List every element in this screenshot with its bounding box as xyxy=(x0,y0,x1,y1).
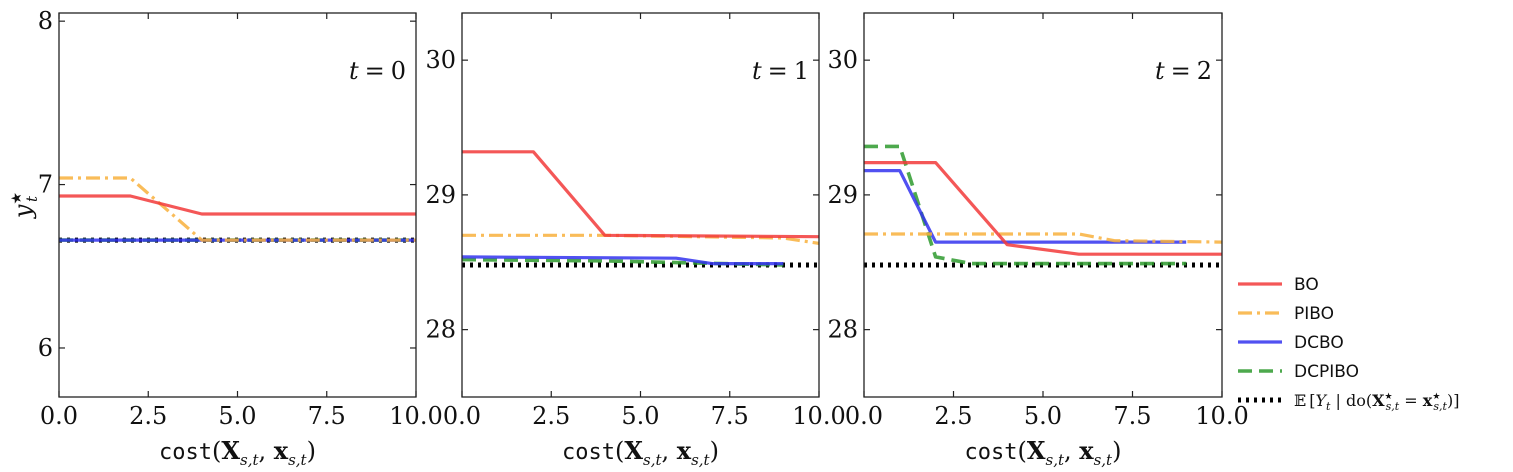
x-axis-label: cost(Xs,t, xs,t) xyxy=(965,436,1122,469)
legend-label: PIBO xyxy=(1294,304,1334,324)
series-line-pibo xyxy=(864,232,1222,244)
legend-entry: 𝔼 [Yt | do(X★ s,t = x★ s,t)] xyxy=(1238,391,1459,413)
y-tick-label: 6 xyxy=(38,334,53,362)
x-tick-label: 5.0 xyxy=(1024,402,1062,430)
chart-panel-0: 0.0 2.5 5.0 7.5 10.0 6 7 8 t = 0 cost(Xs,t, xs,t) y★… xyxy=(9,7,443,469)
x-tick-label: 5.0 xyxy=(621,402,659,430)
x-tick-label: 7.5 xyxy=(711,402,749,430)
y-tick-label: 28 xyxy=(827,316,858,344)
y-tick-label: 8 xyxy=(38,7,53,35)
legend-entry: DCBO xyxy=(1238,333,1344,353)
chart-panel-2: 0.0 2.5 5.0 7.5 10.0 28 29 30 t = 2 cost(Xs,t, xs,t… xyxy=(827,12,1249,469)
x-tick-label: 2.5 xyxy=(532,402,570,430)
y-tick-label: 29 xyxy=(827,181,858,209)
legend-entry: PIBO xyxy=(1238,304,1334,324)
x-tick-label: 2.5 xyxy=(129,402,167,430)
series-line-dcpibo xyxy=(864,144,1187,266)
legend-entry: BO xyxy=(1238,275,1319,295)
series-lines xyxy=(864,144,1222,268)
y-tick-label: 28 xyxy=(425,316,456,344)
x-tick-label: 2.5 xyxy=(934,402,972,430)
series-line-bo xyxy=(59,194,416,216)
x-tick-label: 10.0 xyxy=(1195,402,1248,430)
y-tick-label: 29 xyxy=(425,181,456,209)
legend-label: 𝔼 [Yt | do(X★ s,t = x★ s,t)] xyxy=(1294,391,1459,413)
panel-label: t = 0 xyxy=(349,57,406,85)
x-tick-label: 5.0 xyxy=(218,402,256,430)
x-tick-label: 7.5 xyxy=(308,402,346,430)
legend-entry: DCPIBO xyxy=(1238,362,1359,382)
legend-label: DCPIBO xyxy=(1294,362,1359,382)
series-lines xyxy=(59,176,416,243)
axes-frame xyxy=(58,12,417,398)
x-axis-label: cost(Xs,t, xs,t) xyxy=(159,436,316,469)
legend-label: DCBO xyxy=(1294,333,1344,353)
y-tick-label: 30 xyxy=(425,46,456,74)
series-lines xyxy=(462,150,819,268)
x-axis-label: cost(Xs,t, xs,t) xyxy=(562,436,719,469)
panels: 0.0 2.5 5.0 7.5 10.0 6 7 8 t = 0 cost(Xs,t, xs,t) y★… xyxy=(9,7,1249,469)
series-line-bo xyxy=(864,161,1222,256)
y-tick-label: 7 xyxy=(38,171,53,199)
panel-label: t = 2 xyxy=(1155,57,1212,85)
x-tick-label: 7.5 xyxy=(1113,402,1151,430)
series-line-bo xyxy=(462,150,819,239)
axes-frame xyxy=(461,12,820,398)
x-tick-label: 0.0 xyxy=(40,402,78,430)
series-line-pibo xyxy=(59,176,416,242)
legend: BO PIBO DCBO DCPIBO 𝔼 [Yt | do(X★ s,t = x★ s,t)… xyxy=(1238,275,1459,413)
chart-panel-1: 0.0 2.5 5.0 7.5 10.0 28 29 30 t = 1 cost(Xs,t, xs,t… xyxy=(425,12,846,469)
x-tick-label: 0.0 xyxy=(845,402,883,430)
x-tick-label: 10.0 xyxy=(792,402,845,430)
y-tick-label: 30 xyxy=(827,46,858,74)
series-line-dcbo xyxy=(462,255,784,266)
y-axis-label: y★t xyxy=(9,192,41,219)
x-tick-label: 10.0 xyxy=(389,402,442,430)
x-tick-label: 0.0 xyxy=(443,402,481,430)
series-line-dcbo xyxy=(864,169,1187,244)
legend-label: BO xyxy=(1294,275,1319,295)
panel-label: t = 1 xyxy=(752,57,809,85)
